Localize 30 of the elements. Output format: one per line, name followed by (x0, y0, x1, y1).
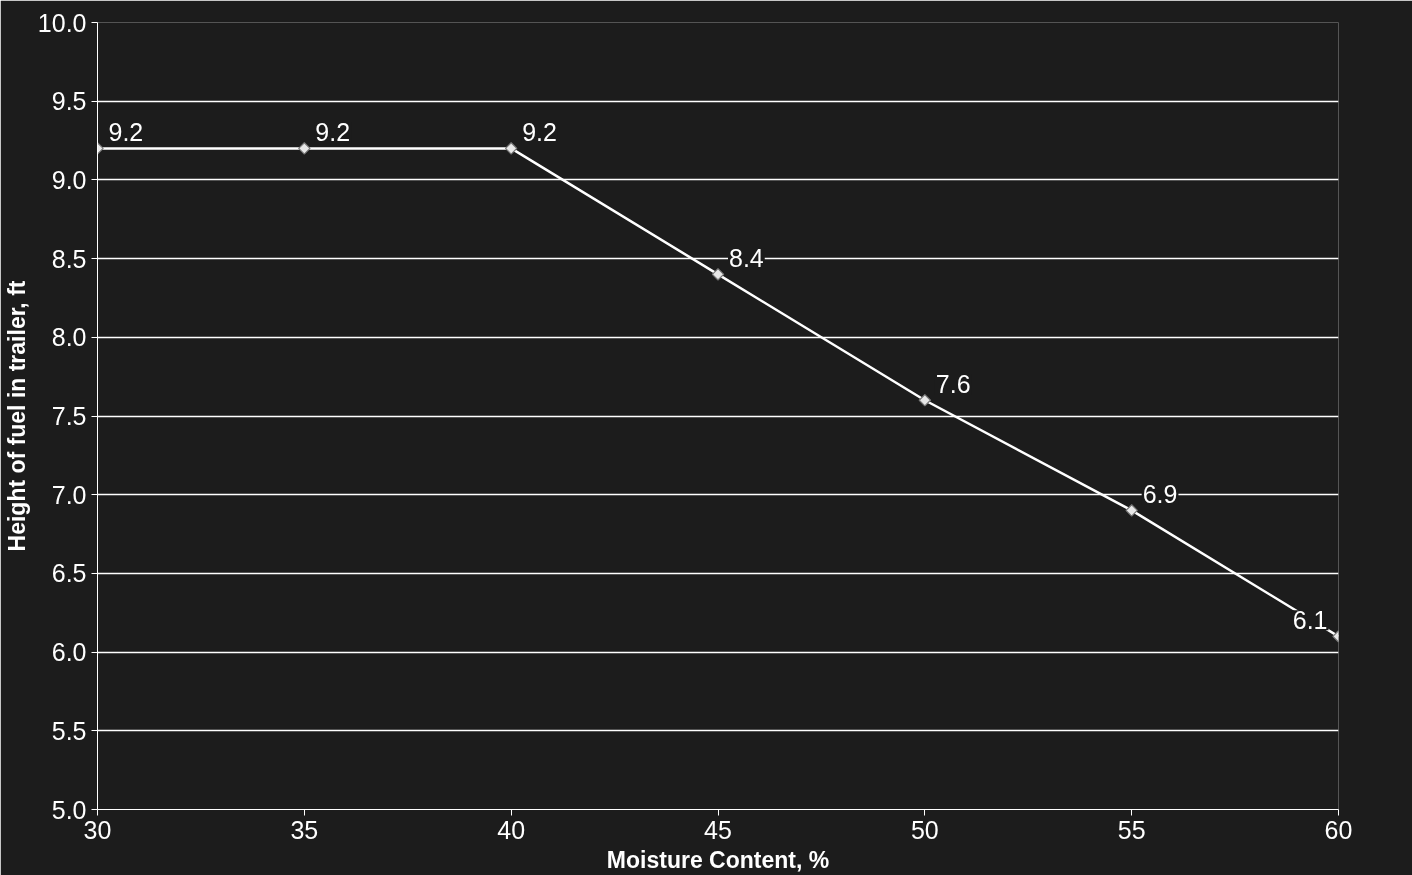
y-tick-label: 7.5 (51, 402, 87, 430)
data-label: 9.2 (315, 118, 351, 147)
y-axis-title: Height of fuel in trailer, ft (3, 280, 30, 552)
data-label: 9.2 (108, 118, 144, 147)
y-tick-label: 9.0 (51, 165, 87, 194)
data-label: 6.9 (1142, 480, 1178, 509)
x-tick-label: 40 (497, 815, 526, 844)
point (1125, 504, 1138, 517)
x-tick-label: 55 (1117, 815, 1146, 844)
y-tick-label: 6.5 (51, 559, 87, 588)
point (918, 394, 932, 407)
y-tick-label: 9.5 (51, 87, 87, 116)
y-tick-label: 8.5 (51, 244, 87, 273)
data-label: 6.1 (1292, 606, 1328, 635)
point (711, 268, 725, 281)
x-axis-title: Moisture Content, % (606, 846, 830, 873)
y-tick-label: 5.5 (51, 716, 87, 745)
x-tick-label: 35 (290, 815, 319, 844)
data-label: 7.6 (935, 370, 971, 399)
data-label: 8.4 (729, 244, 764, 273)
data-label: 9.2 (522, 118, 557, 147)
point (504, 142, 518, 155)
x-tick-label: 50 (910, 815, 939, 844)
point (298, 142, 311, 155)
y-tick-label: 10.0 (37, 8, 87, 37)
x-tick-label: 45 (704, 815, 732, 844)
x-tick-label: 60 (1324, 815, 1353, 844)
y-tick-label: 6.0 (51, 638, 87, 667)
y-tick-label: 7.0 (51, 480, 87, 509)
y-tick-label: 8.0 (51, 323, 87, 352)
